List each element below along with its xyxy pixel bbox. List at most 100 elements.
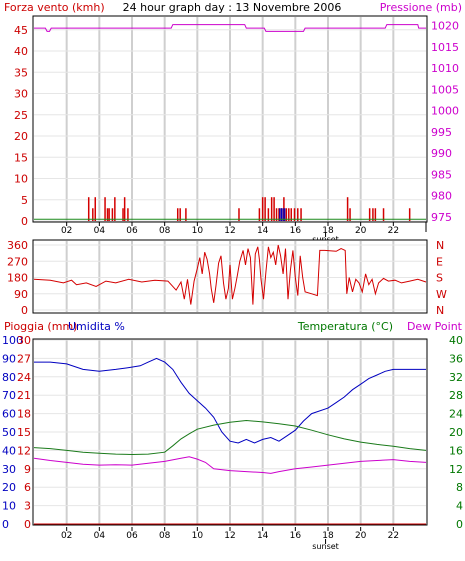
x-tick-label: 16 bbox=[290, 531, 302, 541]
wind-gust-bar bbox=[280, 208, 283, 221]
x-tick-label: 14 bbox=[257, 531, 269, 541]
pressure-tick-label: 995 bbox=[431, 126, 452, 139]
wind-tick-label: 0 bbox=[21, 215, 28, 228]
wind-speed-bar bbox=[123, 197, 126, 221]
x-tick-label: 08 bbox=[159, 226, 171, 236]
rain-tick-label: 3 bbox=[24, 500, 31, 513]
temperature-tick-label: 0 bbox=[456, 518, 463, 531]
humidity-tick-label: 80 bbox=[2, 371, 16, 384]
rain-tick-label: 27 bbox=[17, 352, 31, 365]
wind-speed-bar bbox=[108, 208, 110, 221]
wind-speed-bar bbox=[368, 208, 371, 221]
temperature-tick-label: 40 bbox=[449, 334, 463, 347]
wind-speed-bar bbox=[114, 197, 116, 221]
pressure-tick-label: 975 bbox=[431, 211, 452, 224]
wind-speed-bar bbox=[300, 208, 302, 221]
x-tick-label: 12 bbox=[224, 531, 235, 541]
wind-speed-bar bbox=[92, 208, 94, 221]
rain-tick-label: 15 bbox=[17, 426, 31, 439]
wind-speed-bar bbox=[185, 208, 187, 221]
x-tick-label: 08 bbox=[159, 531, 171, 541]
direction-tick-label: 90 bbox=[14, 288, 28, 301]
wind-speed-bar bbox=[270, 197, 273, 221]
x-tick-label: 02 bbox=[61, 226, 72, 236]
humidity-tick-label: 40 bbox=[2, 444, 16, 457]
temperature-tick-label: 36 bbox=[449, 352, 463, 365]
direction-tick-label: 360 bbox=[7, 239, 28, 252]
wind-speed-bar bbox=[372, 208, 374, 221]
wind-speed-bar bbox=[288, 208, 290, 221]
wind-speed-bar bbox=[94, 197, 96, 221]
rain-x-axis: 02 04 06 08 10 12 14 16 18 20 22 sunset bbox=[61, 527, 399, 551]
x-tick-label: 04 bbox=[94, 226, 106, 236]
wind-speed-bar bbox=[278, 208, 280, 221]
wind-speed-bar bbox=[346, 197, 349, 221]
rain-data bbox=[33, 357, 427, 525]
direction-data bbox=[33, 244, 427, 305]
pressure-tick-label: 1015 bbox=[431, 41, 459, 54]
x-tick-label: 18 bbox=[322, 531, 334, 541]
rain-tick-label: 21 bbox=[17, 389, 31, 402]
x-tick-label: 16 bbox=[290, 226, 302, 236]
wind-speed-bar bbox=[273, 197, 275, 221]
pressure-line bbox=[34, 24, 426, 32]
temperature-tick-label: 20 bbox=[449, 426, 463, 439]
wind-speed-bar bbox=[408, 208, 411, 221]
wind-data bbox=[34, 24, 426, 221]
wind-speed-bar bbox=[106, 208, 109, 221]
rain-tick-label: 9 bbox=[24, 463, 31, 476]
dew-point-line bbox=[33, 456, 427, 474]
temperature-tick-label: 4 bbox=[456, 500, 463, 513]
rain-tick-label: 24 bbox=[17, 371, 31, 384]
wind-speed-label: Forza vento (kmh) bbox=[4, 1, 105, 14]
wind-speed-bar bbox=[264, 197, 266, 221]
temperature-tick-label: 24 bbox=[449, 408, 463, 421]
wind-gust-bar bbox=[282, 208, 284, 221]
x-tick-label: 22 bbox=[388, 531, 399, 541]
pressure-label: Pressione (mb) bbox=[380, 1, 462, 14]
x-tick-label: 20 bbox=[355, 226, 367, 236]
wind-speed-bar bbox=[275, 208, 278, 221]
wind-speed-bar bbox=[285, 208, 288, 221]
temperature-tick-label: 12 bbox=[449, 463, 463, 476]
x-tick-label: 18 bbox=[322, 226, 334, 236]
humidity-tick-label: 100 bbox=[2, 334, 23, 347]
temperature-line bbox=[33, 419, 427, 456]
humidity-tick-label: 30 bbox=[2, 463, 16, 476]
humidity-tick-label: 0 bbox=[2, 518, 9, 531]
wind-tick-label: 10 bbox=[14, 173, 28, 186]
temperature-tick-label: 28 bbox=[449, 389, 463, 402]
cardinal-label: S bbox=[436, 272, 443, 285]
wind-tick-label: 20 bbox=[14, 130, 28, 143]
humidity-tick-label: 70 bbox=[2, 389, 16, 402]
wind-tick-label: 30 bbox=[14, 88, 28, 101]
cardinal-label: E bbox=[436, 255, 443, 268]
wind-speed-bar bbox=[111, 208, 114, 221]
pressure-tick-label: 1000 bbox=[431, 105, 459, 118]
rain-tick-label: 30 bbox=[17, 334, 31, 347]
x-tick-label: 12 bbox=[224, 226, 235, 236]
humidity-tick-label: 90 bbox=[2, 352, 16, 365]
wind-speed-bar bbox=[283, 197, 285, 221]
pressure-tick-label: 1010 bbox=[431, 62, 459, 75]
humidity-tick-label: 60 bbox=[2, 408, 16, 421]
wind-speed-bar bbox=[258, 208, 261, 221]
pressure-tick-label: 980 bbox=[431, 190, 452, 203]
rain-tick-label: 0 bbox=[24, 518, 31, 531]
wind-speed-bar bbox=[374, 208, 377, 221]
x-tick-label: 06 bbox=[126, 531, 138, 541]
temperature-axis: 0 4 8 12 16 20 24 28 32 36 40 bbox=[449, 334, 463, 531]
chart-title: 24 hour graph day : 13 Novembre 2006 bbox=[123, 1, 342, 14]
cardinal-label: N bbox=[436, 304, 444, 317]
direction-tick-label: 0 bbox=[21, 304, 28, 317]
humidity-tick-label: 50 bbox=[2, 426, 16, 439]
cardinal-label: W bbox=[436, 288, 447, 301]
wind-speed-bar bbox=[238, 208, 240, 221]
wind-speed-bar bbox=[293, 208, 296, 221]
temperature-tick-label: 16 bbox=[449, 444, 463, 457]
wind-gust-bar bbox=[279, 208, 281, 221]
sunset-label: sunset bbox=[312, 542, 339, 551]
